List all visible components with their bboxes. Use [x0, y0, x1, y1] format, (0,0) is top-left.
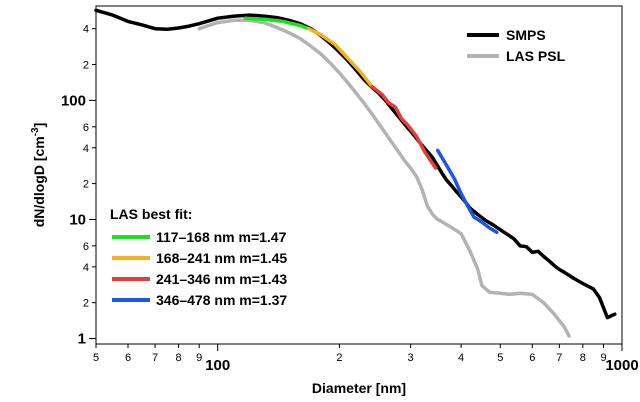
x-tick-label: 6: [529, 352, 535, 364]
y-tick-label: 2: [83, 179, 89, 191]
legend-label-las-psl: LAS PSL: [506, 48, 566, 64]
y-tick-label: 6: [83, 122, 89, 134]
x-tick-label: 5: [497, 352, 503, 364]
x-tick-label: 7: [556, 352, 562, 364]
x-tick-label: 100: [205, 357, 230, 374]
x-tick-label: 6: [125, 352, 131, 364]
fit-label-4: 346–478 nm m=1.37: [156, 292, 287, 308]
x-tick-label: 1000: [605, 357, 638, 374]
x-tick-label: 4: [458, 352, 464, 364]
y-axis-title: dN/dlogD [cm-3]: [30, 123, 47, 228]
x-tick-label: 8: [580, 352, 586, 364]
fit-legend-title: LAS best fit:: [110, 206, 192, 222]
y-axis-title-close: ]: [31, 123, 47, 128]
fit-label-3: 241–346 nm m=1.43: [156, 271, 287, 287]
y-tick-label: 6: [83, 241, 89, 253]
x-axis-title: Diameter [nm]: [312, 380, 406, 396]
fit-label-2: 168–241 nm m=1.45: [156, 250, 287, 266]
x-tick-label: 9: [196, 352, 202, 364]
fit-line-4: [435, 148, 499, 235]
y-tick-label: 2: [83, 298, 89, 310]
legend-label-smps: SMPS: [506, 27, 546, 43]
x-tick-label: 7: [152, 352, 158, 364]
x-tick-label: 5: [93, 352, 99, 364]
fit-line-2: [307, 26, 374, 89]
fit-line-1: [243, 16, 311, 31]
fit-label-1: 117–168 nm m=1.47: [156, 229, 287, 245]
y-tick-label: 1: [78, 331, 86, 348]
y-tick-label: 2: [83, 60, 89, 72]
legend: SMPS LAS PSL: [467, 27, 566, 64]
x-tick-label: 8: [175, 352, 181, 364]
y-tick-label: 100: [61, 92, 86, 109]
series-line-las-psl: [197, 18, 571, 338]
y-tick-label: 4: [83, 24, 89, 36]
x-tick-label: 2: [336, 352, 342, 364]
y-tick-label: 4: [83, 143, 89, 155]
x-tick-label: 3: [408, 352, 414, 364]
y-tick-label: 10: [69, 211, 86, 228]
fit-line-3: [370, 85, 438, 170]
plot-frame: [95, 5, 623, 345]
fit-group: [243, 16, 499, 235]
y-axis-title-exponent: -3: [30, 127, 41, 136]
x-tick-label: 9: [600, 352, 606, 364]
y-axis-title-main: dN/dlogD [cm: [31, 136, 47, 227]
fit-legend: LAS best fit: 117–168 nm m=1.47 168–241 …: [110, 206, 287, 308]
y-tick-label: 4: [83, 262, 89, 274]
